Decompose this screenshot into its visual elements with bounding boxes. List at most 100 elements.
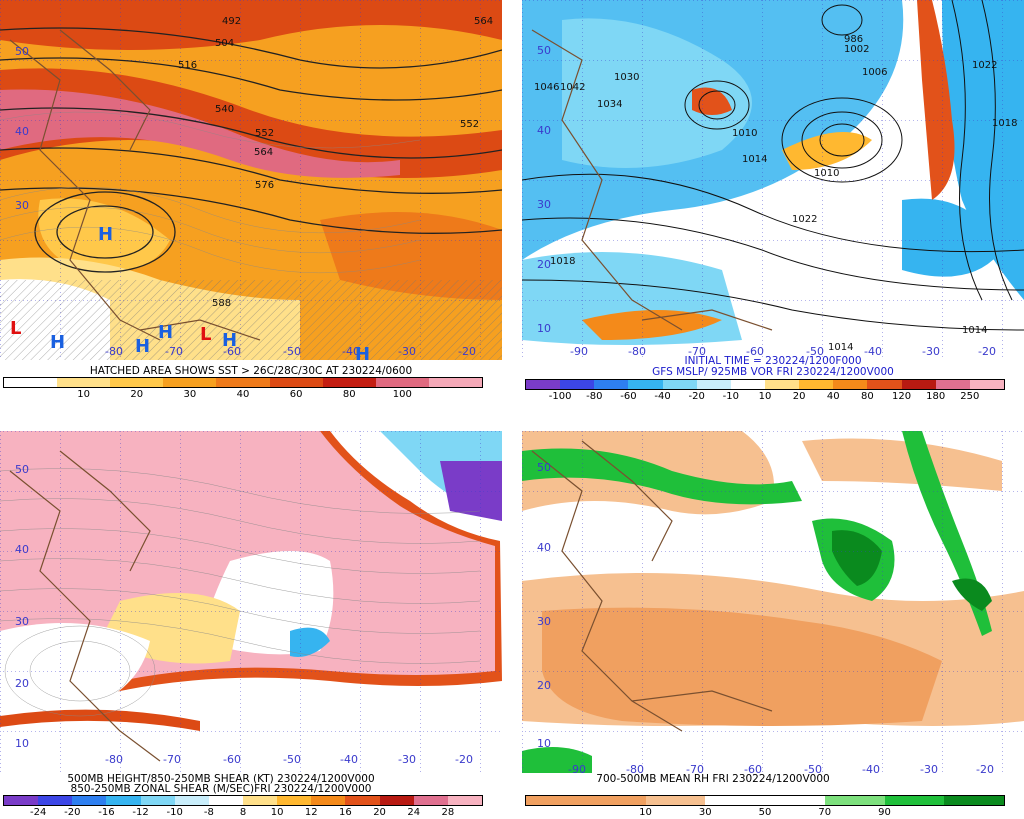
map-sst-500mb: 492 504 516 540 552 564 576 588 552 564 …	[0, 0, 502, 360]
colorbar-swatch	[969, 380, 1004, 389]
svg-text:50: 50	[15, 45, 29, 58]
colorbar-label: -24	[29, 807, 47, 818]
colorbar-label: 16	[339, 807, 352, 818]
colorbar-swatch	[628, 380, 663, 389]
svg-text:H: H	[222, 330, 237, 351]
svg-text:30: 30	[537, 198, 551, 211]
svg-text:-70: -70	[163, 753, 181, 766]
colorbar-rh	[525, 795, 1005, 806]
colorbar-swatch	[106, 796, 141, 805]
colorbar-swatch	[730, 380, 765, 389]
svg-text:1022: 1022	[972, 60, 997, 71]
colorbar-swatch	[901, 380, 936, 389]
svg-text:-20: -20	[978, 345, 996, 358]
colorbar-swatch	[163, 378, 217, 387]
colorbar-labels-vort: -100 -80 -60 -40 -20 -10 10 20 40 80 120 180 250	[526, 391, 1004, 403]
svg-text:552: 552	[460, 119, 479, 130]
svg-text:1002: 1002	[844, 44, 869, 55]
colorbar-swatch	[944, 796, 1004, 805]
svg-text:-40: -40	[340, 753, 358, 766]
colorbar-swatch	[322, 378, 376, 387]
svg-text:-70: -70	[686, 763, 704, 773]
colorbar-label: -10	[722, 391, 740, 402]
svg-text:-90: -90	[568, 763, 586, 773]
svg-text:576: 576	[255, 180, 274, 191]
colorbar-label: -60	[620, 391, 637, 402]
colorbar-swatch	[242, 796, 278, 805]
map-zonal-shear: 50 40 30 20 10 -80 -70 -60 -50 -40 -30 -…	[0, 431, 502, 773]
svg-text:H: H	[50, 332, 65, 353]
colorbar-label: -12	[132, 807, 149, 818]
svg-text:1022: 1022	[792, 214, 817, 225]
colorbar-swatch	[526, 796, 586, 805]
svg-text:10: 10	[537, 737, 551, 750]
svg-text:30: 30	[15, 199, 29, 212]
svg-text:-30: -30	[922, 345, 940, 358]
panel-mean-rh: 50 40 30 20 10 -90 -80 -70 -60 -50 -40 -…	[522, 431, 1024, 819]
svg-text:40: 40	[15, 543, 29, 556]
colorbar-label: 90	[878, 807, 891, 818]
svg-text:50: 50	[15, 463, 29, 476]
svg-text:20: 20	[15, 677, 29, 690]
colorbar-label: 120	[892, 391, 912, 402]
colorbar-label: 50	[758, 807, 772, 818]
svg-text:1018: 1018	[992, 118, 1017, 129]
svg-text:50: 50	[537, 461, 551, 474]
colorbar-labels-shear: -24 -20 -16 -12 -10 -8 8 10 12 16 20 24 28	[4, 807, 482, 819]
colorbar-swatch	[216, 378, 270, 387]
svg-text:-60: -60	[223, 345, 241, 358]
svg-text:-80: -80	[628, 345, 646, 358]
svg-text:1046: 1046	[534, 82, 559, 93]
svg-text:50: 50	[537, 44, 551, 57]
colorbar-swatch	[824, 796, 885, 805]
caption-line: 850-250MB ZONAL SHEAR (M/SEC)FRI 230224/…	[70, 783, 372, 795]
colorbar-label: -16	[98, 807, 115, 818]
svg-text:30: 30	[15, 615, 29, 628]
colorbar-shear	[3, 795, 483, 806]
map-mslp-vort: 1030 1046 1042 1034 1002 986 1006 1022 1…	[522, 0, 1024, 360]
colorbar-swatch	[526, 380, 561, 389]
colorbar-swatch	[447, 796, 482, 805]
svg-text:20: 20	[537, 679, 551, 692]
svg-text:20: 20	[537, 258, 551, 271]
map-mean-rh: 50 40 30 20 10 -90 -80 -70 -60 -50 -40 -…	[522, 431, 1024, 773]
svg-text:552: 552	[255, 128, 274, 139]
svg-text:1014: 1014	[962, 325, 987, 336]
colorbar-swatch	[140, 796, 175, 805]
svg-text:-50: -50	[804, 763, 822, 773]
svg-text:1030: 1030	[614, 72, 639, 83]
colorbar-swatch	[4, 378, 58, 387]
caption-line: 500MB HEIGHT/850-250MB SHEAR (KT) 230224…	[67, 773, 375, 785]
colorbar-swatch	[935, 380, 970, 389]
colorbar-swatch	[696, 380, 731, 389]
svg-text:564: 564	[474, 16, 493, 27]
svg-text:-40: -40	[342, 345, 360, 358]
colorbar-label: -20	[64, 807, 81, 818]
svg-text:40: 40	[537, 541, 551, 554]
colorbar-swatch	[110, 378, 164, 387]
svg-text:1010: 1010	[814, 168, 839, 179]
colorbar-label: -8	[203, 807, 214, 818]
colorbar-swatch	[72, 796, 107, 805]
svg-text:1010: 1010	[732, 128, 757, 139]
colorbar-label: 70	[818, 807, 832, 818]
colorbar-vort	[525, 379, 1005, 390]
colorbar-label: 24	[407, 807, 421, 818]
colorbar-labels-sst: 10 20 30 40 60 80 100	[4, 389, 482, 401]
svg-text:-80: -80	[105, 753, 123, 766]
colorbar-swatch	[345, 796, 380, 805]
colorbar-label: -100	[548, 391, 572, 402]
svg-text:-70: -70	[165, 345, 183, 358]
caption-line: GFS MSLP/ 925MB VOR FRI 230224/1200V000	[652, 366, 894, 378]
svg-text:-80: -80	[105, 345, 123, 358]
panel-mslp-vort: 1030 1046 1042 1034 1002 986 1006 1022 1…	[522, 0, 1024, 409]
colorbar-swatch	[765, 796, 825, 805]
colorbar-swatch	[413, 796, 448, 805]
colorbar-label: 30	[698, 807, 712, 818]
colorbar-swatch	[594, 380, 629, 389]
svg-text:1034: 1034	[597, 99, 622, 110]
svg-text:1042: 1042	[560, 82, 585, 93]
svg-text:-20: -20	[458, 345, 476, 358]
colorbar-label: 80	[342, 389, 356, 400]
svg-text:-40: -40	[862, 763, 880, 773]
